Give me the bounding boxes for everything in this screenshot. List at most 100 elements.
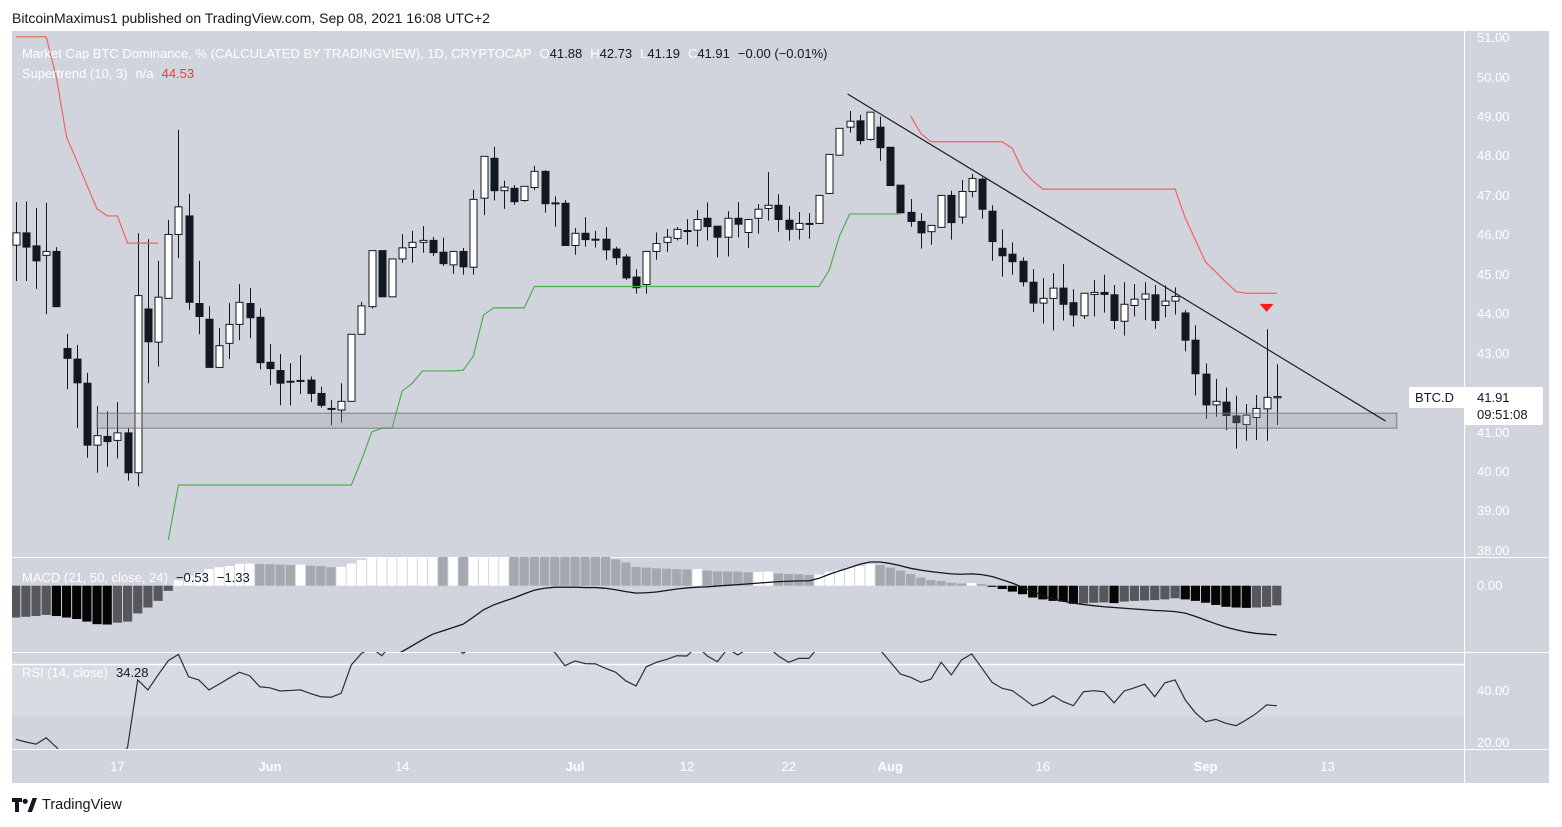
candle-body-up (754, 208, 763, 219)
macd-histogram-bar (173, 580, 184, 586)
rsi-axis[interactable]: 40.00 20.00 (1464, 653, 1549, 749)
candle (1120, 282, 1129, 336)
macd-histogram-bar (1180, 585, 1190, 600)
candle (1191, 325, 1200, 396)
candle-body-down (876, 126, 885, 149)
candle-body-down (683, 230, 692, 233)
macd-histogram-bar (377, 557, 387, 586)
macd-histogram-bar (397, 557, 407, 586)
macd-histogram-bar (245, 563, 255, 586)
macd-histogram-bar (183, 575, 194, 586)
candle (408, 230, 417, 263)
candle-body-up (93, 435, 102, 446)
main-price-pane[interactable] (12, 31, 1464, 557)
ohlc-key: C (687, 46, 698, 61)
time-tick: 17 (110, 759, 125, 774)
candle (693, 210, 702, 247)
candle-body-down (591, 238, 600, 241)
candle (490, 146, 499, 201)
macd-histogram-bar (916, 577, 926, 586)
support-zone-rectangle[interactable] (96, 412, 1398, 429)
candle-body-down (917, 220, 926, 234)
candle-body-down (22, 232, 31, 248)
candle (1212, 378, 1221, 417)
candle (1069, 289, 1078, 327)
candle-body-down (785, 219, 794, 230)
candle-body-up (795, 222, 804, 230)
candle (1242, 404, 1251, 441)
descending-trendline[interactable] (847, 93, 1386, 422)
candle-body-up (164, 233, 173, 299)
candle (256, 308, 265, 370)
candle (612, 246, 621, 265)
candle-body-up (642, 250, 651, 286)
tradingview-footer[interactable]: TradingView (12, 796, 122, 814)
macd-histogram-bar (1139, 585, 1150, 601)
time-axis[interactable]: 17 Jun 14 Jul 12 22 Aug 16 Sep 13 (12, 749, 1464, 783)
macd-label[interactable]: MACD (21, 50, close, 24) (22, 570, 168, 585)
candle (724, 211, 733, 257)
macd-histogram-bar (1089, 585, 1099, 603)
candle-body-up (357, 305, 366, 335)
macd-histogram-bar (478, 557, 489, 586)
macd-histogram-bar (1068, 585, 1078, 604)
candle (744, 218, 753, 248)
candle (1080, 292, 1089, 319)
macd-histogram-bar (468, 557, 478, 586)
macd-tick: 0.00 (1477, 577, 1503, 593)
candle-body-down (144, 308, 153, 343)
candle-body-up (764, 204, 773, 209)
macd-axis[interactable]: 0.00 (1464, 558, 1549, 652)
candle (235, 284, 244, 341)
candle-body-down (276, 370, 285, 384)
candle (1263, 329, 1272, 441)
supertrend-label[interactable]: Supertrend (10, 3) (22, 66, 128, 81)
candle-body-up (1049, 287, 1058, 299)
candle-body-down (490, 157, 499, 192)
macd-histogram-bar (234, 563, 245, 586)
candle (388, 258, 397, 298)
candle (276, 353, 285, 406)
pane-separators (12, 31, 1549, 783)
macd-histogram-bar (519, 557, 529, 586)
candle (174, 129, 183, 259)
candle (296, 355, 305, 394)
candle-body-up (500, 186, 509, 192)
macd-histogram-bar (1170, 585, 1180, 599)
macd-histogram-bar (82, 585, 92, 622)
macd-histogram-bar (194, 572, 204, 586)
candle (571, 228, 580, 255)
macd-histogram-bar (204, 569, 214, 586)
macd-histogram-bar (987, 585, 997, 587)
macd-histogram (12, 557, 1282, 625)
candle-body-down (988, 210, 997, 243)
candle-body-down (632, 276, 641, 289)
macd-histogram-bar (1048, 585, 1058, 601)
tradingview-logo-icon (12, 798, 37, 812)
candle-body-up (927, 224, 936, 233)
rsi-pane[interactable] (12, 653, 1464, 749)
macd-histogram-bar (1190, 585, 1201, 601)
rsi-label[interactable]: RSI (14, close) (22, 665, 108, 680)
ohlc-key: O (539, 46, 550, 61)
macd-histogram-bar (346, 563, 356, 586)
macd-histogram-bar (214, 567, 224, 586)
price-axis[interactable]: 51.00 50.00 49.00 48.00 47.00 46.00 45.0… (1464, 31, 1549, 557)
candle-body-up (520, 185, 529, 202)
candle (856, 114, 865, 145)
candle-body-up (1120, 303, 1129, 322)
candle-body-down (907, 211, 916, 222)
macd-histogram-bar (661, 568, 672, 586)
candle (449, 250, 458, 274)
macd-histogram-value: −0.53 (175, 570, 209, 585)
candle-body-up (663, 236, 672, 243)
rsi-line (15, 652, 1277, 749)
series-title[interactable]: Market Cap BTC Dominance, % (CALCULATED … (22, 46, 532, 61)
macd-histogram-bar (21, 585, 31, 617)
macd-histogram-bar (1200, 585, 1211, 603)
candle-body-up (235, 301, 244, 325)
candle-body-up (408, 241, 417, 248)
candle-body-up (673, 228, 682, 239)
macd-histogram-bar (550, 557, 560, 586)
